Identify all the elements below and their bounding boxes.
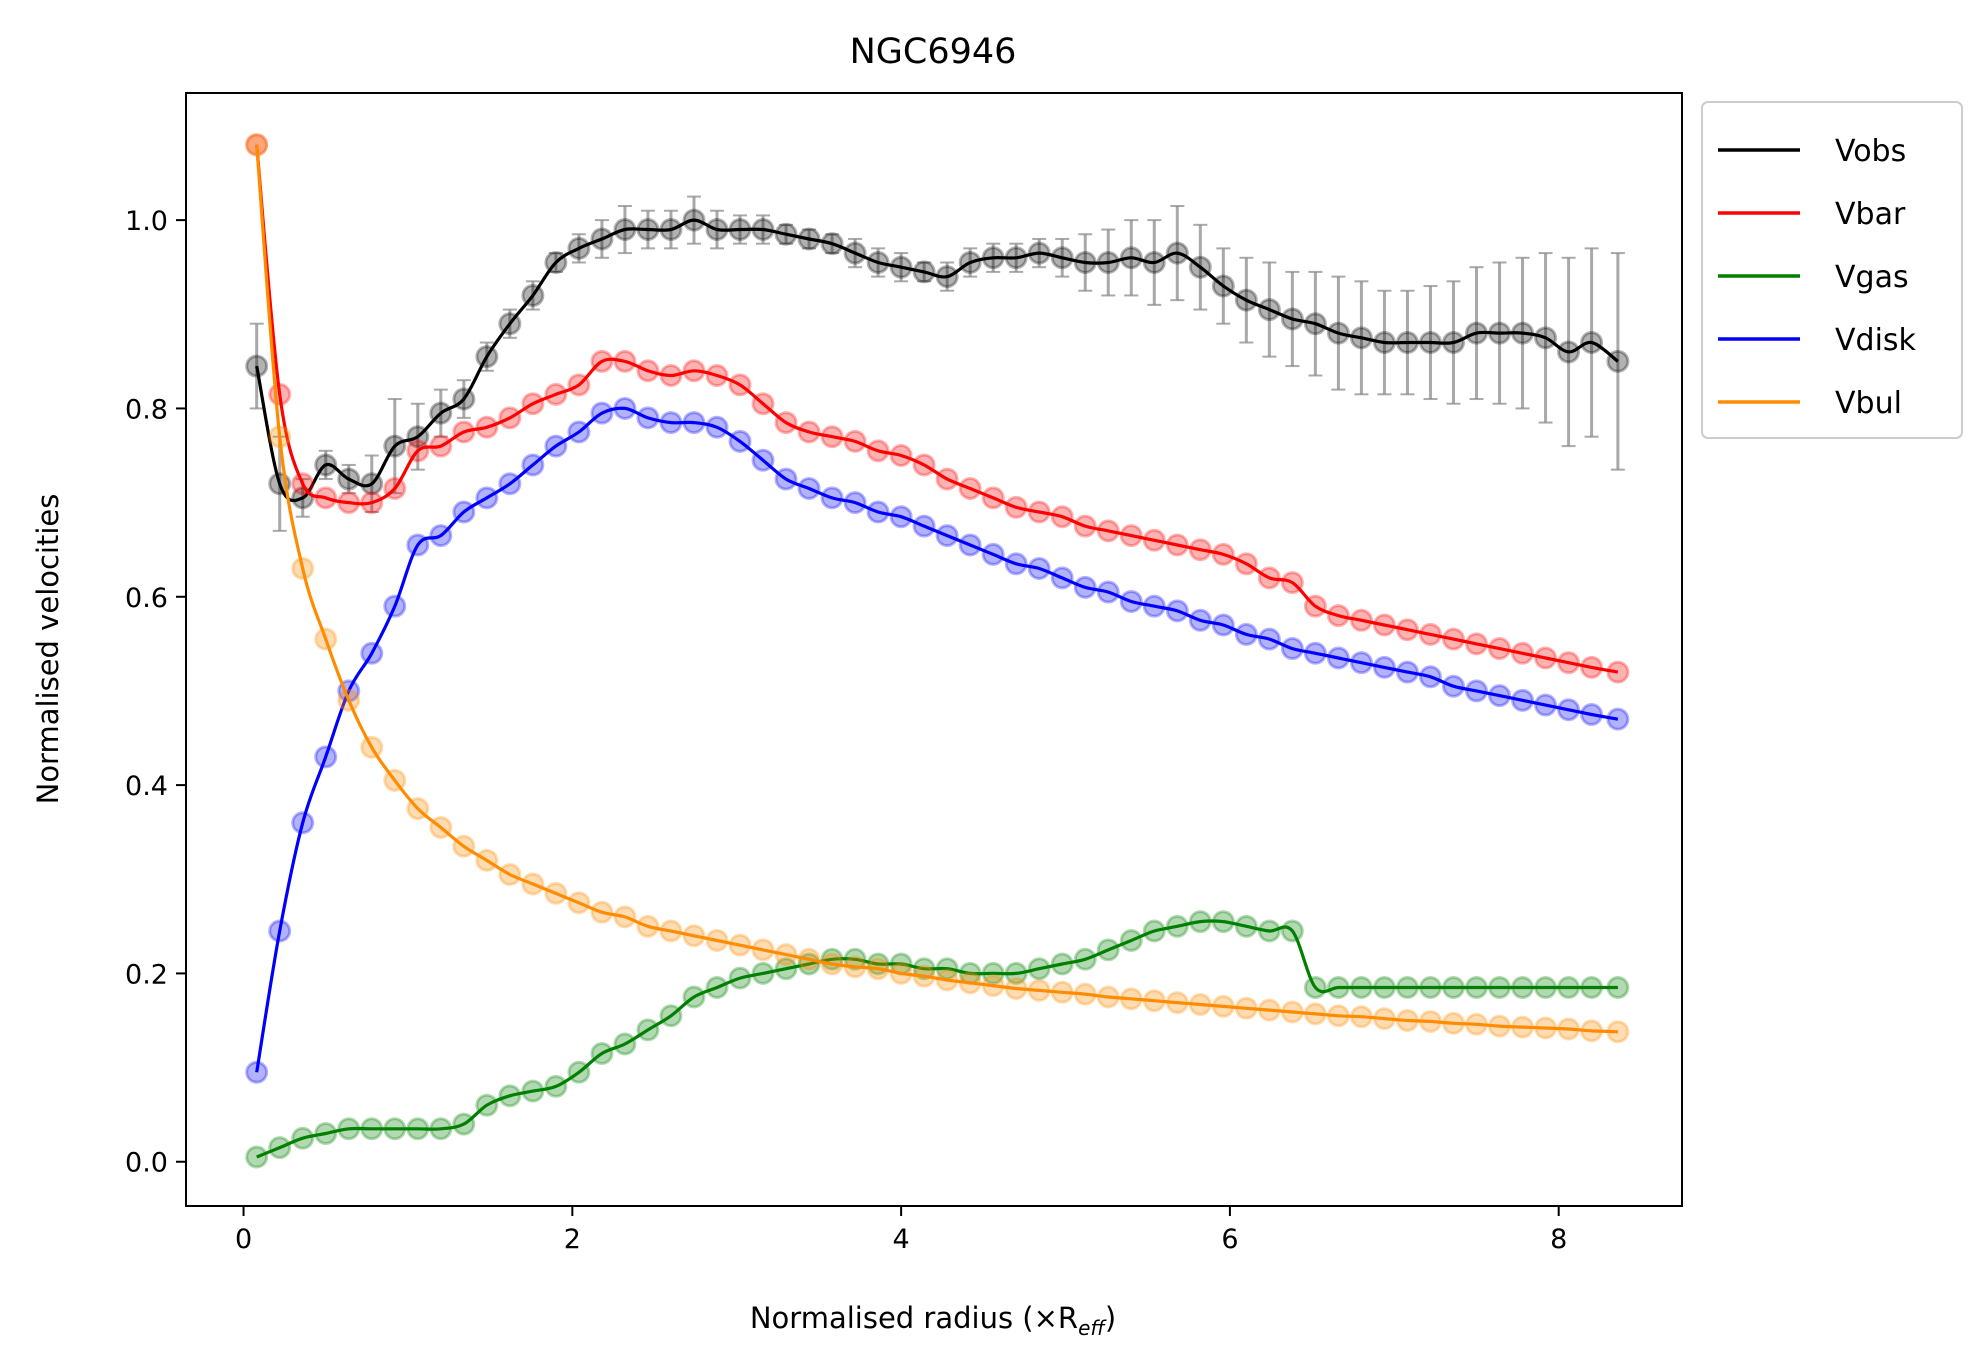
vdisk-line [255,406,1619,1073]
y-tick-label: 0.4 [125,771,168,802]
legend-label-vgas: Vgas [1835,260,1909,295]
vbul-series [245,133,1630,1044]
axes-frame [185,92,1683,1207]
legend-box [1701,101,1963,439]
legend-label-vbar: Vbar [1835,197,1906,232]
vobs-point [245,354,269,378]
plot-area [245,133,1630,1169]
y-tick-label: 0.0 [125,1148,168,1179]
x-tick-label: 0 [235,1224,252,1255]
y-tick-label: 0.2 [125,959,168,990]
vbul-line [255,144,1618,1034]
vbar-line [255,144,1619,674]
chart-title: NGC6946 [850,32,1017,72]
legend: Vobs Vbar Vgas Vdisk Vbul [1701,101,1963,439]
x-axis-label-end: ) [1105,1301,1116,1335]
x-tick-label: 2 [564,1224,581,1255]
vobs-series [245,208,1630,510]
y-tick-label: 1.0 [125,206,168,237]
vgas-line [256,919,1618,1159]
vgas-series [245,910,1630,1169]
vobs-line [255,218,1619,503]
legend-label-vbul: Vbul [1835,386,1902,421]
legend-label-vobs: Vobs [1835,134,1906,169]
y-tick-label: 0.6 [125,583,168,614]
y-axis: 0.0 0.2 0.4 0.6 0.8 1.0 [125,206,186,1179]
x-axis-label-subscript: eff [1078,1316,1107,1340]
y-axis-label: Normalised velocities [31,494,65,805]
vgas-point [245,1145,269,1169]
vbar-series [245,133,1630,684]
x-tick-label: 4 [893,1224,910,1255]
x-axis-label: Normalised radius (×Reff) [750,1301,1116,1340]
x-tick-label: 8 [1550,1224,1567,1255]
x-axis: 0 2 4 6 8 [235,1206,1567,1255]
y-tick-label: 0.8 [125,394,168,425]
legend-label-vdisk: Vdisk [1835,323,1917,358]
x-tick-label: 6 [1221,1224,1238,1255]
